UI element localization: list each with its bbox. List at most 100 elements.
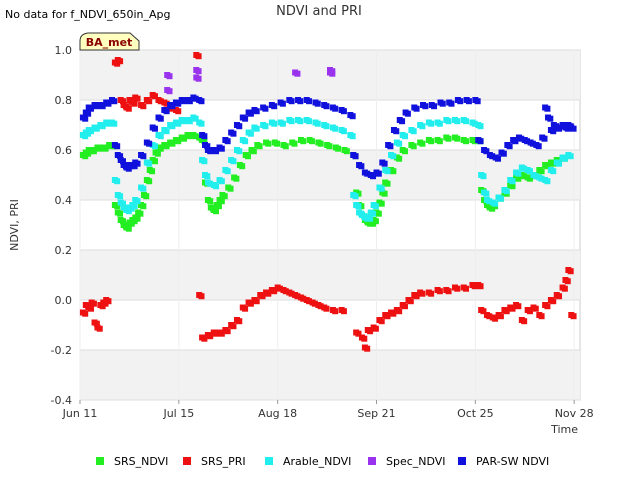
data-point-srs-pri: [497, 313, 504, 320]
data-point-par-sw-ndvi: [349, 113, 356, 120]
data-point-arable-ndvi: [230, 158, 237, 165]
data-point-srs-pri: [419, 290, 426, 297]
data-point-srs-pri: [361, 335, 368, 342]
data-point-arable-ndvi: [544, 178, 551, 185]
data-point-srs-ndvi: [169, 140, 176, 147]
data-point-par-sw-ndvi: [465, 98, 472, 105]
data-point-par-sw-ndvi: [218, 145, 225, 152]
data-point-par-sw-ndvi: [314, 100, 321, 107]
data-point-par-sw-ndvi: [477, 138, 484, 145]
data-point-arable-ndvi: [352, 193, 359, 200]
data-point-srs-pri: [265, 290, 272, 297]
data-point-par-sw-ndvi: [524, 138, 531, 145]
series-arable-ndvi: [79, 114, 574, 222]
data-point-srs-pri: [390, 310, 397, 317]
data-point-srs-pri: [253, 298, 260, 305]
data-point-srs-ndvi: [154, 150, 161, 157]
data-point-srs-pri: [271, 288, 278, 295]
data-point-arable-ndvi: [105, 120, 112, 127]
data-point-par-sw-ndvi: [550, 128, 557, 135]
legend-item-arable-ndvi: Arable_NDVI: [265, 455, 351, 468]
data-point-par-sw-ndvi: [111, 98, 118, 105]
data-point-par-sw-ndvi: [483, 148, 490, 155]
data-point-srs-pri: [288, 290, 295, 297]
data-point-srs-pri: [544, 303, 551, 310]
data-point-arable-ndvi: [224, 168, 231, 175]
data-point-srs-pri: [224, 328, 231, 335]
data-point-srs-ndvi: [137, 210, 144, 217]
data-point-arable-ndvi: [483, 190, 490, 197]
data-point-arable-ndvi: [515, 170, 522, 177]
data-point-par-sw-ndvi: [404, 110, 411, 117]
data-point-srs-ndvi: [119, 218, 126, 225]
data-point-srs-ndvi: [378, 200, 385, 207]
data-point-par-sw-ndvi: [140, 153, 147, 160]
data-point-srs-pri: [306, 298, 313, 305]
data-point-srs-pri: [570, 313, 577, 320]
legend-item-spec-ndvi: Spec_NDVI: [368, 455, 446, 468]
data-point-srs-ndvi: [227, 185, 234, 192]
data-point-arable-ndvi: [201, 158, 208, 165]
x-tick-label: Nov 28: [555, 407, 594, 420]
data-point-srs-pri: [230, 323, 237, 330]
plot-area: [79, 49, 581, 401]
legend-label-par-sw-ndvi: PAR-SW NDVI: [476, 455, 549, 468]
x-axis-label: Time: [550, 423, 578, 436]
data-point-srs-ndvi: [149, 168, 156, 175]
data-point-par-sw-ndvi: [157, 115, 164, 122]
data-point-arable-ndvi: [93, 125, 100, 132]
data-point-srs-ndvi: [308, 138, 315, 145]
data-point-arable-ndvi: [253, 125, 260, 132]
data-point-srs-ndvi: [143, 193, 150, 200]
data-point-par-sw-ndvi: [262, 105, 269, 112]
data-point-srs-ndvi: [282, 143, 289, 150]
data-point-arable-ndvi: [204, 173, 211, 180]
data-point-par-sw-ndvi: [413, 105, 420, 112]
data-point-arable-ndvi: [463, 118, 470, 125]
chart-title: NDVI and PRI: [276, 4, 362, 19]
data-point-par-sw-ndvi: [213, 148, 220, 155]
data-point-srs-pri: [367, 328, 374, 335]
data-point-arable-ndvi: [509, 178, 516, 185]
site-badge: BA_met: [79, 32, 140, 51]
data-point-srs-pri: [218, 330, 225, 337]
legend: SRS_NDVI SRS_PRI Arable_NDVI Spec_NDVI PAR-S…: [96, 455, 549, 468]
data-point-arable-ndvi: [486, 198, 493, 205]
data-point-arable-ndvi: [288, 118, 295, 125]
data-point-arable-ndvi: [134, 198, 141, 205]
data-point-arable-ndvi: [314, 120, 321, 127]
data-point-srs-pri: [140, 103, 147, 110]
data-point-par-sw-ndvi: [506, 143, 513, 150]
data-point-par-sw-ndvi: [489, 153, 496, 160]
data-point-par-sw-ndvi: [186, 98, 193, 105]
data-point-arable-ndvi: [340, 128, 347, 135]
data-point-srs-ndvi: [436, 138, 443, 145]
data-point-srs-pri: [561, 285, 568, 292]
data-point-arable-ndvi: [550, 168, 557, 175]
data-point-srs-ndvi: [335, 145, 342, 152]
legend-swatch-srs-ndvi: [96, 457, 104, 465]
data-point-arable-ndvi: [497, 195, 504, 202]
data-point-par-sw-ndvi: [146, 140, 153, 147]
data-point-par-sw-ndvi: [340, 108, 347, 115]
data-point-arable-ndvi: [218, 178, 225, 185]
data-point-srs-ndvi: [274, 140, 281, 147]
data-point-srs-ndvi: [384, 180, 391, 187]
data-points: [79, 52, 577, 352]
data-point-srs-pri: [317, 303, 324, 310]
data-point-arable-ndvi: [207, 180, 214, 187]
y-axis-label: NDVI, PRI: [8, 199, 21, 251]
no-data-note: No data for f_NDVI_650in_Apg: [5, 8, 171, 21]
data-point-par-sw-ndvi: [204, 143, 211, 150]
data-point-srs-ndvi: [250, 148, 257, 155]
data-point-par-sw-ndvi: [369, 173, 376, 180]
data-point-par-sw-ndvi: [175, 100, 182, 107]
data-point-srs-pri: [157, 98, 164, 105]
data-point-arable-ndvi: [561, 155, 568, 162]
data-point-arable-ndvi: [471, 120, 478, 127]
data-point-srs-ndvi: [102, 145, 109, 152]
data-point-arable-ndvi: [88, 128, 95, 135]
data-point-srs-pri: [276, 285, 283, 292]
data-point-par-sw-ndvi: [114, 143, 121, 150]
